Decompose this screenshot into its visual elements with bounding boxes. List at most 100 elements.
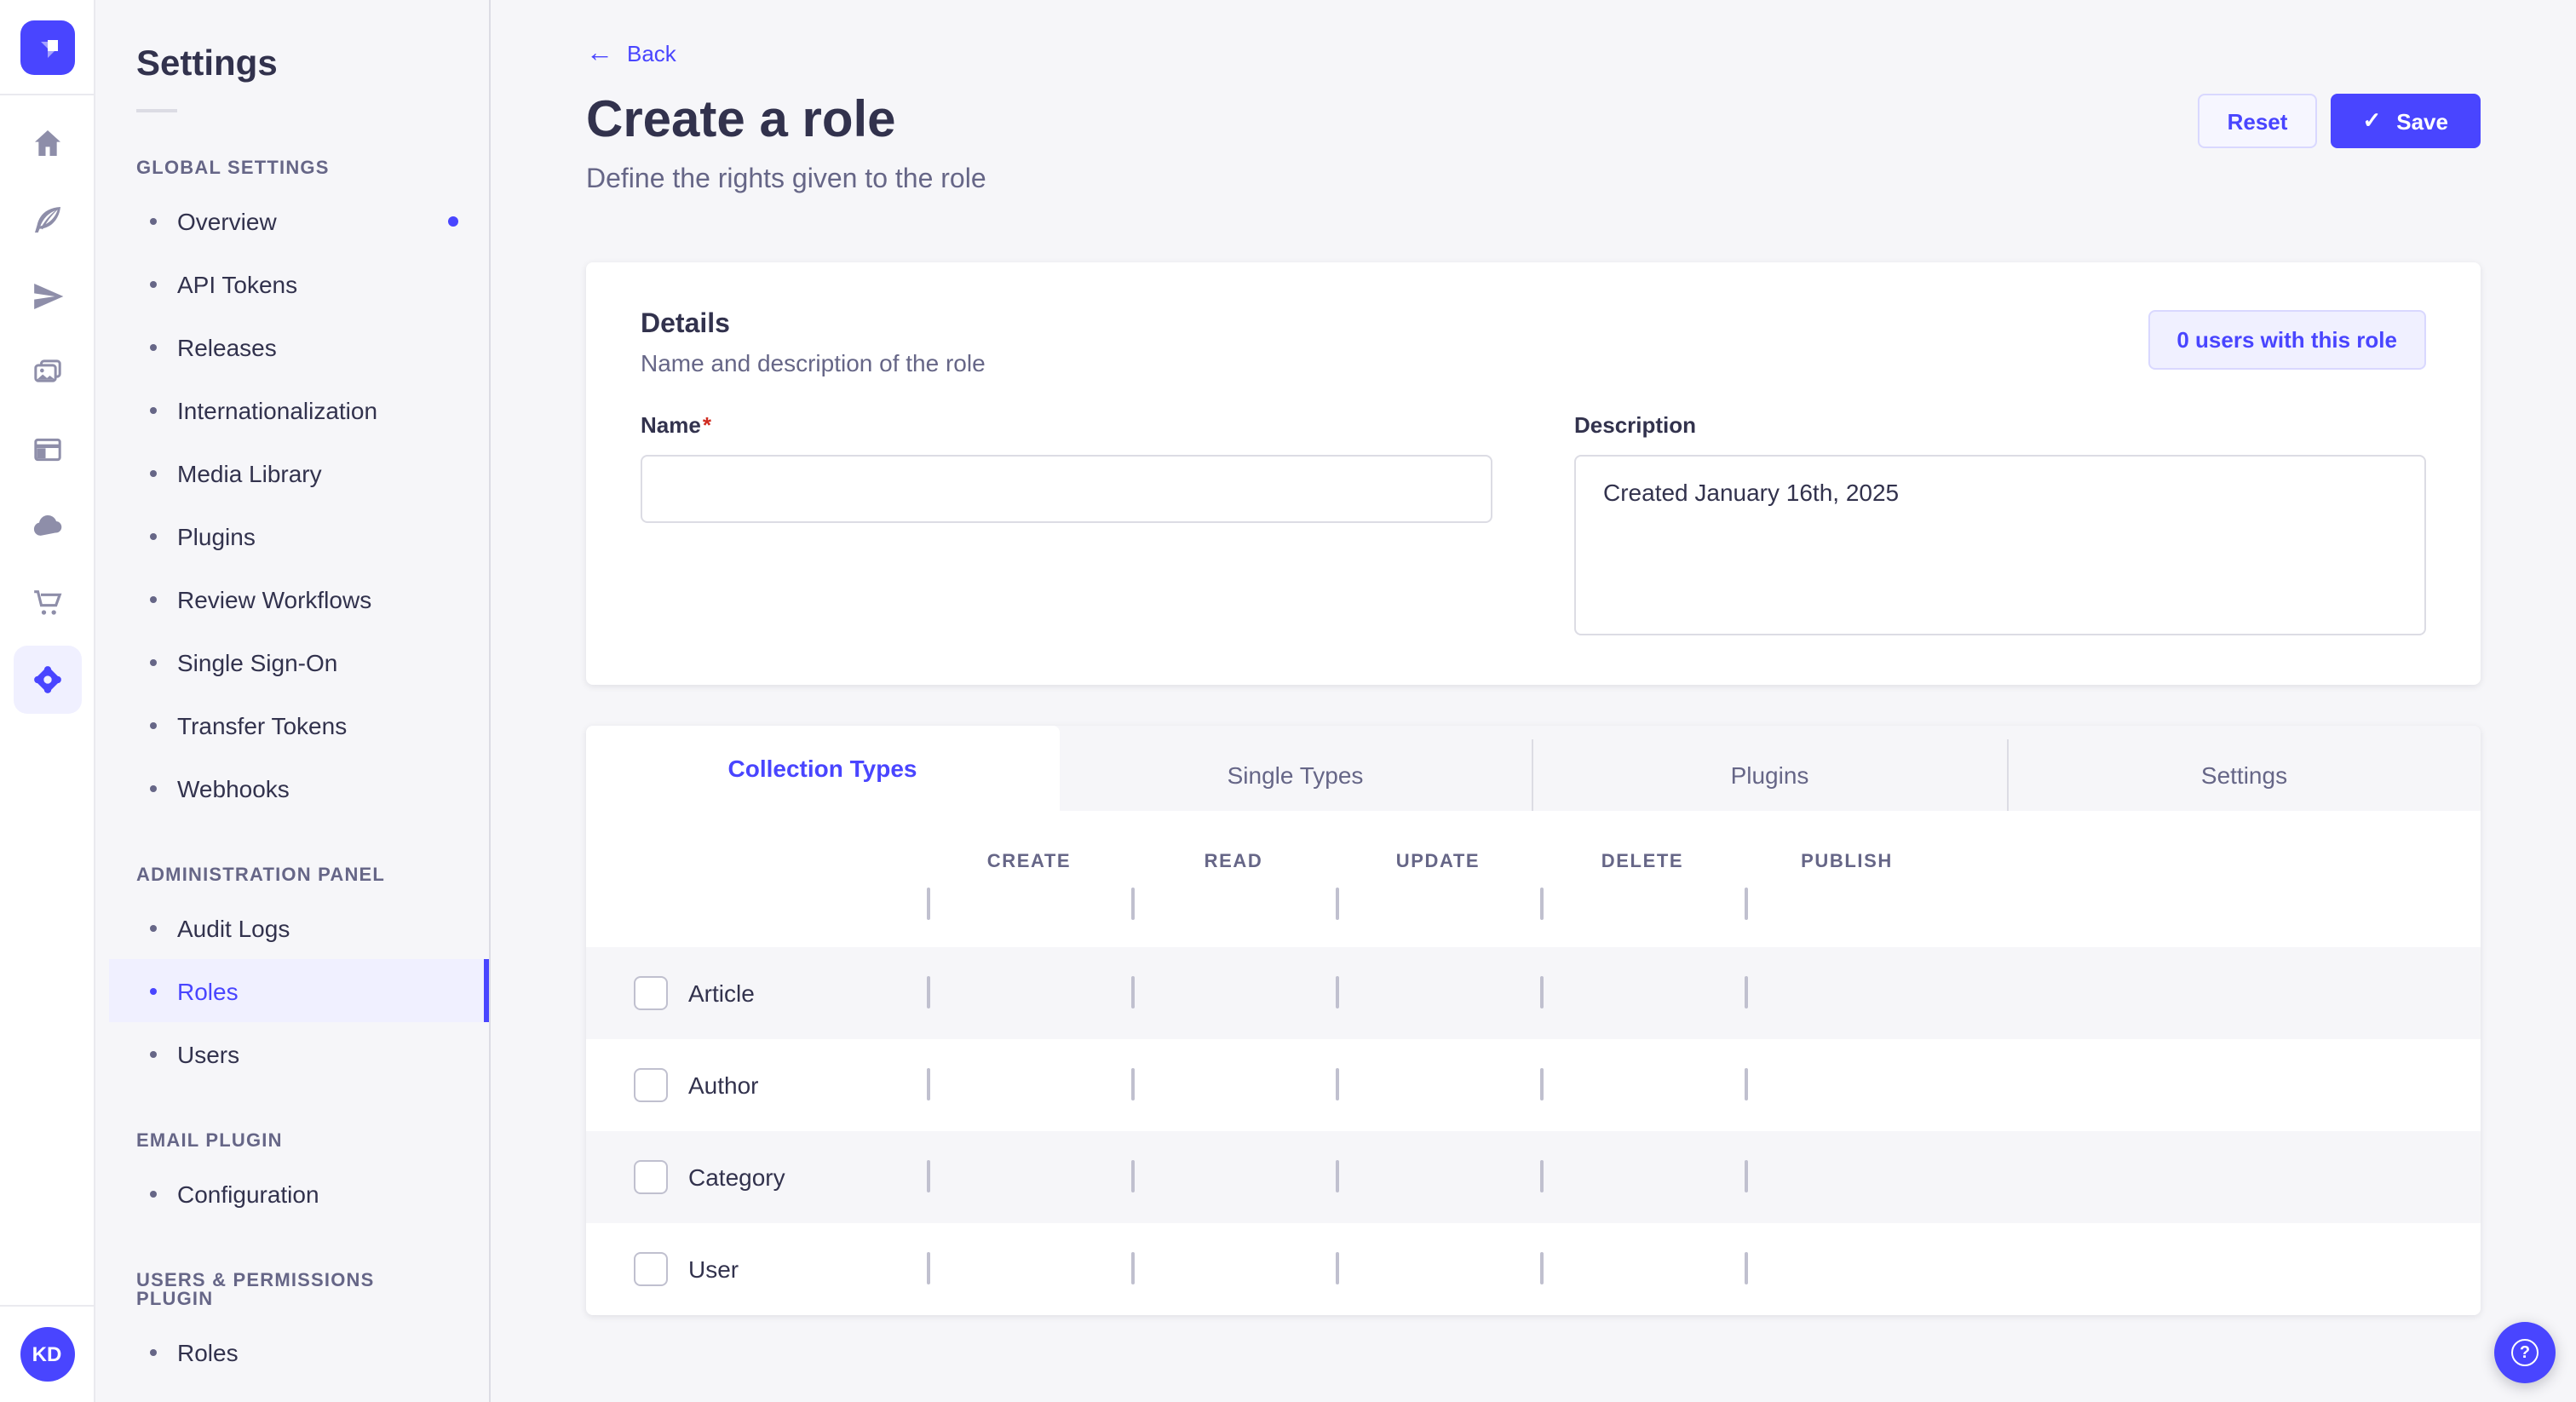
sidebar-item-label: API Tokens: [177, 270, 298, 297]
section-label-administration-panel: ADMINISTRATION PANEL: [136, 865, 386, 886]
section-label-global-settings: GLOBAL SETTINGS: [136, 158, 330, 179]
cart-icon[interactable]: [13, 569, 81, 637]
notification-dot: [448, 215, 458, 226]
table-row-user: User: [586, 1223, 2481, 1315]
article-read-checkbox[interactable]: [1131, 976, 1135, 1008]
user-publish-checkbox[interactable]: [1745, 1252, 1748, 1284]
sidebar-item-overview[interactable]: Overview: [109, 189, 489, 252]
item-bullet: [150, 924, 157, 931]
help-button[interactable]: ?: [2494, 1322, 2556, 1383]
sidebar-item-configuration[interactable]: Configuration: [109, 1162, 489, 1225]
sidebar-item-providers[interactable]: Providers: [109, 1383, 489, 1402]
paper-plane-icon[interactable]: [13, 262, 81, 330]
table-row-article: Article: [586, 947, 2481, 1039]
sidebar-item-single-sign-on[interactable]: Single Sign-On: [109, 630, 489, 693]
category-create-checkbox[interactable]: [927, 1160, 930, 1192]
author-publish-checkbox[interactable]: [1745, 1068, 1748, 1100]
user-avatar[interactable]: KD: [20, 1327, 74, 1382]
layout-icon[interactable]: [13, 416, 81, 484]
row-select-checkbox[interactable]: [634, 1160, 668, 1194]
row-select-checkbox[interactable]: [634, 1252, 668, 1286]
sidebar-item-internationalization[interactable]: Internationalization: [109, 378, 489, 441]
name-input[interactable]: [641, 455, 1492, 523]
description-textarea[interactable]: Created January 16th, 2025: [1574, 455, 2426, 635]
save-button[interactable]: ✓ Save: [2330, 94, 2481, 148]
permissions-tabs: Collection Types Single Types Plugins Se…: [586, 726, 2481, 811]
article-update-checkbox[interactable]: [1336, 976, 1339, 1008]
users-with-role-badge[interactable]: 0 users with this role: [2148, 310, 2426, 370]
article-publish-checkbox[interactable]: [1745, 976, 1748, 1008]
logo-cell[interactable]: [0, 0, 94, 95]
sidebar-title: Settings: [136, 44, 278, 83]
sidebar-item-roles-admin[interactable]: Roles: [109, 959, 489, 1022]
tab-settings[interactable]: Settings: [2006, 739, 2481, 811]
details-title: Details: [641, 310, 730, 339]
strapi-logo: [20, 20, 74, 74]
name-field-group: Name *: [641, 411, 1492, 644]
cloud-icon[interactable]: [13, 492, 81, 560]
author-update-checkbox[interactable]: [1336, 1068, 1339, 1100]
sidebar-item-label: Overview: [177, 207, 277, 234]
select-all-read-checkbox[interactable]: [1131, 888, 1135, 920]
item-bullet: [150, 217, 157, 224]
sidebar-item-releases[interactable]: Releases: [109, 315, 489, 378]
home-icon[interactable]: [13, 109, 81, 177]
category-publish-checkbox[interactable]: [1745, 1160, 1748, 1192]
author-read-checkbox[interactable]: [1131, 1068, 1135, 1100]
item-bullet: [150, 1190, 157, 1197]
row-select-checkbox[interactable]: [634, 1068, 668, 1102]
sidebar-item-media-library[interactable]: Media Library: [109, 441, 489, 504]
sidebar-item-webhooks[interactable]: Webhooks: [109, 756, 489, 819]
tab-plugins[interactable]: Plugins: [1532, 739, 2006, 811]
category-delete-checkbox[interactable]: [1540, 1160, 1544, 1192]
details-subtitle: Name and description of the role: [641, 349, 986, 376]
sidebar-item-label: Releases: [177, 333, 277, 360]
feather-icon[interactable]: [13, 186, 81, 254]
settings-gear-icon[interactable]: [13, 646, 81, 714]
sidebar-item-transfer-tokens[interactable]: Transfer Tokens: [109, 693, 489, 756]
author-delete-checkbox[interactable]: [1540, 1068, 1544, 1100]
media-library-icon[interactable]: [13, 339, 81, 407]
tab-collection-types[interactable]: Collection Types: [586, 726, 1059, 811]
column-header-delete: DELETE: [1601, 852, 1684, 872]
user-read-checkbox[interactable]: [1131, 1252, 1135, 1284]
select-all-row: [586, 872, 2481, 947]
back-arrow-icon: ←: [586, 38, 613, 67]
item-bullet: [150, 280, 157, 287]
column-header-read: READ: [1204, 852, 1263, 872]
name-label: Name *: [641, 412, 711, 438]
table-row-author: Author: [586, 1039, 2481, 1131]
sidebar-item-plugins[interactable]: Plugins: [109, 504, 489, 567]
sidebar-item-review-workflows[interactable]: Review Workflows: [109, 567, 489, 630]
description-label: Description: [1574, 412, 1697, 438]
sidebar-item-label: Roles: [177, 977, 239, 1004]
back-link[interactable]: ← Back: [586, 38, 676, 67]
select-all-delete-checkbox[interactable]: [1540, 888, 1544, 920]
item-bullet: [150, 1348, 157, 1355]
category-update-checkbox[interactable]: [1336, 1160, 1339, 1192]
check-icon: ✓: [2362, 107, 2382, 133]
tab-single-types[interactable]: Single Types: [1059, 739, 1532, 811]
sidebar-item-roles-up[interactable]: Roles: [109, 1320, 489, 1383]
sidebar-item-label: Roles: [177, 1338, 239, 1365]
reset-button[interactable]: Reset: [2198, 94, 2317, 148]
select-all-create-checkbox[interactable]: [927, 888, 930, 920]
sidebar-item-users[interactable]: Users: [109, 1022, 489, 1085]
user-update-checkbox[interactable]: [1336, 1252, 1339, 1284]
user-delete-checkbox[interactable]: [1540, 1252, 1544, 1284]
user-create-checkbox[interactable]: [927, 1252, 930, 1284]
item-bullet: [150, 721, 157, 728]
item-bullet: [150, 595, 157, 602]
article-delete-checkbox[interactable]: [1540, 976, 1544, 1008]
category-read-checkbox[interactable]: [1131, 1160, 1135, 1192]
row-label: Article: [688, 980, 755, 1007]
sidebar-item-audit-logs[interactable]: Audit Logs: [109, 896, 489, 959]
sidebar-item-api-tokens[interactable]: API Tokens: [109, 252, 489, 315]
author-create-checkbox[interactable]: [927, 1068, 930, 1100]
article-create-checkbox[interactable]: [927, 976, 930, 1008]
row-select-checkbox[interactable]: [634, 976, 668, 1010]
select-all-update-checkbox[interactable]: [1336, 888, 1339, 920]
row-label: Category: [688, 1164, 785, 1191]
settings-sidebar: Settings GLOBAL SETTINGS Overview API To…: [95, 0, 491, 1402]
select-all-publish-checkbox[interactable]: [1745, 888, 1748, 920]
